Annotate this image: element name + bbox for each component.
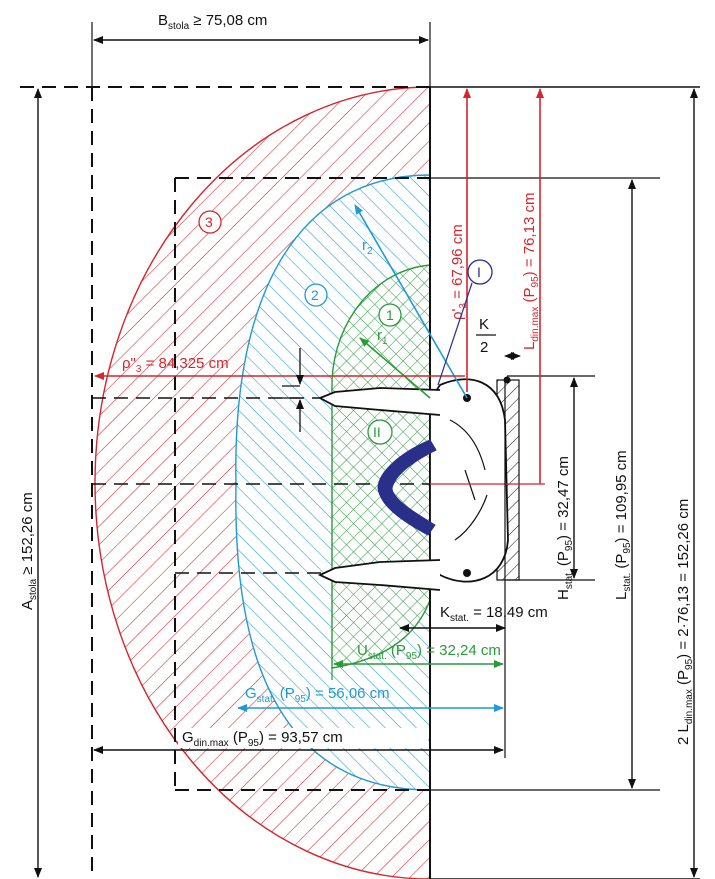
operator-figure — [317, 376, 511, 591]
shoulder-point-lower — [463, 569, 471, 577]
a-stola-label: Astola ≥ 152,26 cm — [19, 492, 39, 610]
r1-label: r1 — [377, 327, 388, 347]
zone-2-marker — [304, 283, 328, 307]
k-stat-label: Kstat. = 18,49 cm — [440, 604, 548, 624]
rho3-dprime-label: ρ"3 = 84,325 cm — [122, 355, 229, 375]
operator-arm-lower — [317, 559, 441, 591]
table-outline-dashed — [174, 177, 430, 791]
zone-3-number: 3 — [205, 214, 213, 230]
k-half-numerator: K — [479, 316, 489, 333]
zone-2-number: 2 — [311, 287, 319, 303]
h-stat-label: Hstat. (P95) = 32,47 cm — [555, 456, 575, 600]
zone-1-marker — [378, 303, 402, 327]
l-din-label: Ldin.max (P95) = 76,13 cm — [521, 193, 541, 350]
zone-II-marker — [367, 419, 393, 445]
k-half-denominator: 2 — [480, 339, 488, 356]
zone-II-number: II — [373, 424, 381, 440]
zone-1-hatch — [331, 264, 431, 669]
u-stat-label: Ustat. (P95) = 32,24 cm — [357, 642, 501, 662]
g-din-label-bg — [178, 728, 428, 748]
g-din-label: Gdin.max (P95) = 93,57 cm — [182, 729, 343, 749]
rho3-prime-label: ρ'3 = 67,96 cm — [449, 224, 469, 320]
g-stat-label: Gstat. (P95) = 56,06 cm — [245, 685, 390, 705]
two-l-din-label: 2 Ldin.max (P95) = 2·76,13 = 152,26 cm — [675, 499, 695, 745]
r1-radius-line — [359, 337, 431, 399]
b-stola-label: Bstola ≥ 75,08 cm — [158, 12, 267, 32]
zone-3-marker — [198, 210, 222, 234]
r2-label: r2 — [362, 237, 373, 257]
zone-1-number: 1 — [386, 307, 394, 323]
zone-I-marker — [467, 259, 493, 285]
operator-head-band — [377, 439, 437, 536]
zone-I-leader — [437, 282, 473, 386]
operator-shoulder-lines — [449, 419, 488, 541]
operator-arm-upper — [317, 387, 441, 416]
zone-I-number: I — [477, 264, 481, 280]
l-stat-label: Lstat. (P95) = 109,95 cm — [613, 450, 633, 600]
r2-radius-line — [354, 204, 468, 399]
